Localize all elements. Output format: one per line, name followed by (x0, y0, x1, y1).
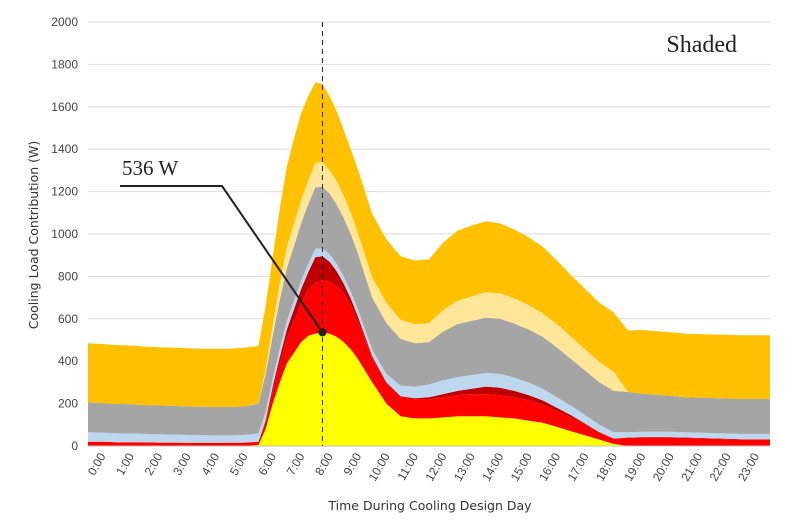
x-tick-label: 2:00 (142, 450, 166, 478)
y-axis-title: Cooling Load Contribution (W) (26, 141, 41, 329)
x-tick-labels: 0:00 1:00 2:00 3:00 4:00 5:00 6:00 7:00 8:00 9:00… (85, 450, 763, 483)
area-series-group (88, 82, 770, 446)
x-tick-label: 16:00 (536, 450, 563, 483)
y-tick-label: 2000 (51, 15, 78, 29)
x-tick-label: 8:00 (312, 450, 336, 478)
x-tick-label: 13:00 (451, 450, 478, 483)
y-tick-label: 1000 (51, 227, 78, 241)
x-tick-label: 5:00 (227, 450, 251, 478)
x-tick-label: 23:00 (735, 450, 762, 483)
x-tick-label: 14:00 (479, 450, 506, 483)
y-tick-label: 400 (58, 354, 78, 368)
x-tick-label: 10:00 (366, 450, 393, 483)
area-series-5 (88, 186, 770, 436)
area-series-2 (88, 280, 770, 446)
annotation-leader-line (120, 185, 324, 333)
x-tick-label: 0:00 (85, 450, 109, 478)
y-tick-label: 600 (58, 312, 78, 326)
y-tick-label: 0 (71, 439, 78, 453)
y-tick-label: 1200 (51, 185, 78, 199)
panel-label: Shaded (666, 32, 737, 58)
annotation-marker (318, 328, 327, 337)
x-tick-label: 19:00 (621, 450, 648, 483)
y-tick-label: 1800 (51, 57, 78, 71)
x-tick-label: 7:00 (284, 450, 308, 478)
x-tick-label: 9:00 (341, 450, 365, 478)
y-tick-label: 200 (58, 397, 78, 411)
y-tick-label: 800 (58, 269, 78, 283)
x-tick-label: 11:00 (394, 450, 421, 483)
x-tick-label: 6:00 (255, 450, 279, 478)
y-tick-labels: 0 200 400 600 800 1000 1200 1400 1600 1800 2000 (51, 15, 78, 453)
x-tick-label: 22:00 (707, 450, 734, 483)
area-series-1 (88, 332, 770, 446)
x-tick-label: 20:00 (650, 450, 677, 483)
x-tick-label: 18:00 (593, 450, 620, 483)
area-series-7 (88, 82, 770, 408)
annotation-label: 536 W (122, 156, 178, 180)
annotation-group: 536 W (120, 156, 327, 337)
x-axis-title: Time During Cooling Design Day (327, 498, 532, 513)
y-tick-label: 1600 (51, 100, 78, 114)
x-tick-label: 17:00 (565, 450, 592, 483)
x-tick-label: 4:00 (198, 450, 222, 478)
x-tick-label: 12:00 (422, 450, 449, 483)
x-tick-label: 21:00 (678, 450, 705, 483)
y-tick-label: 1400 (51, 142, 78, 156)
x-tick-label: 1:00 (113, 450, 137, 478)
x-tick-label: 15:00 (508, 450, 535, 483)
x-tick-label: 3:00 (170, 450, 194, 478)
